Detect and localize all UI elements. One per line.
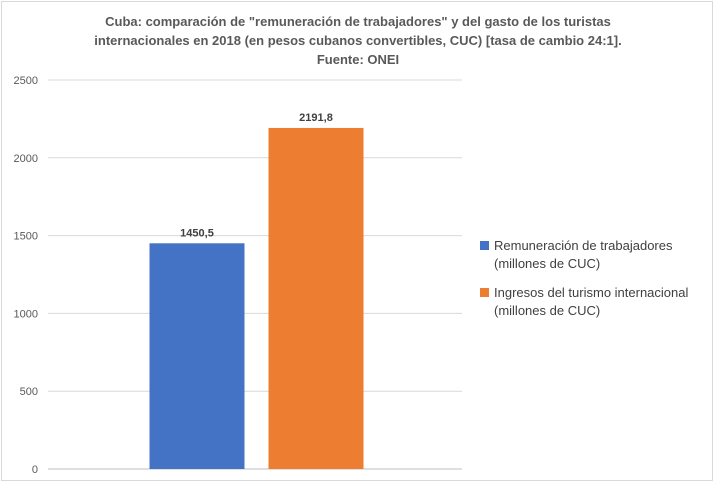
- bar: [268, 127, 364, 469]
- legend-item-remuneracion: Remuneración de trabajadores (millones d…: [480, 237, 710, 273]
- y-tick-label: 2500: [14, 75, 38, 87]
- data-label: 2191,8: [299, 112, 333, 124]
- chart-title-line-3: Fuente: ONEI: [316, 52, 400, 67]
- legend-item-turismo: Ingresos del turismo internacional (mill…: [480, 284, 710, 320]
- bar: [149, 243, 245, 469]
- y-tick-label: 0: [32, 464, 38, 476]
- y-tick-label: 2000: [14, 153, 38, 165]
- legend-swatch-remuneracion: [480, 241, 489, 250]
- chart-legend: Remuneración de trabajadores (millones d…: [480, 237, 710, 331]
- legend-label-remuneracion: Remuneración de trabajadores (millones d…: [494, 238, 673, 271]
- legend-label-turismo: Ingresos del turismo internacional (mill…: [494, 285, 689, 318]
- chart-title-line-1: Cuba: comparación de "remuneración de tr…: [105, 14, 611, 29]
- data-label: 1450,5: [180, 227, 214, 239]
- y-tick-label: 500: [20, 386, 38, 398]
- y-tick-label: 1500: [14, 231, 38, 243]
- chart-title: Cuba: comparación de "remuneración de tr…: [0, 12, 716, 69]
- chart-title-line-2: internacionales en 2018 (en pesos cubano…: [94, 33, 622, 48]
- y-tick-label: 1000: [14, 308, 38, 320]
- legend-swatch-turismo: [480, 288, 489, 297]
